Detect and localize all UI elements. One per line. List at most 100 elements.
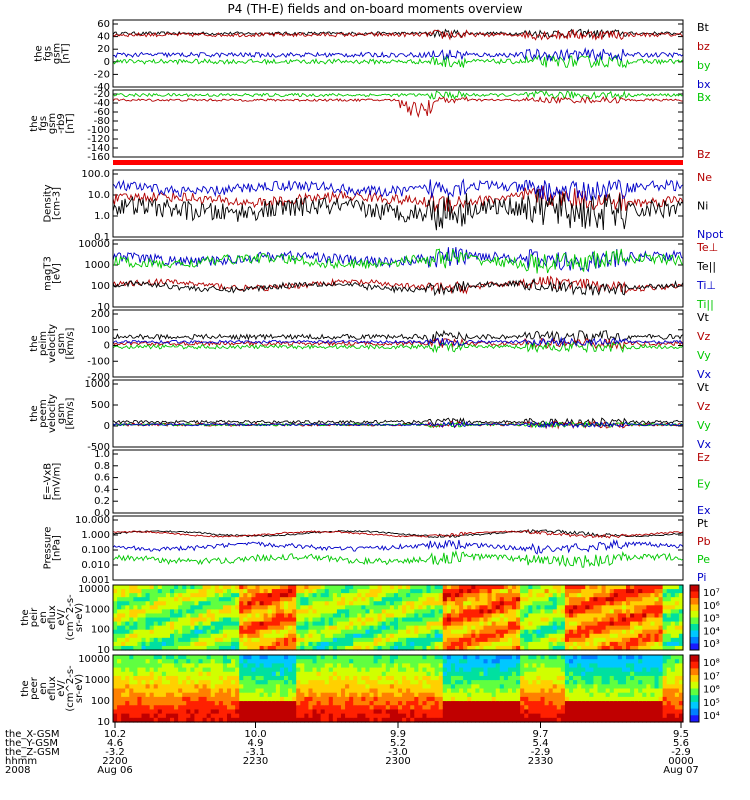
heatmap-cell bbox=[186, 713, 191, 719]
heatmap-cell bbox=[544, 675, 550, 681]
heatmap-cell bbox=[218, 663, 224, 669]
y-axis-label: (cm^2-s- bbox=[65, 594, 76, 641]
heatmap-cell bbox=[650, 629, 656, 635]
heatmap-cell bbox=[605, 585, 611, 590]
legend-label: Vx bbox=[697, 368, 712, 381]
heatmap-cell bbox=[255, 655, 261, 660]
heatmap-cell bbox=[467, 684, 472, 690]
heatmap-cell bbox=[426, 713, 432, 719]
heatmap-cell bbox=[222, 609, 228, 615]
heatmap-cell bbox=[638, 585, 643, 590]
heatmap-cell bbox=[267, 625, 273, 631]
y-tick-label: 1.0 bbox=[94, 211, 110, 222]
heatmap-cell bbox=[654, 597, 660, 602]
heatmap-cell bbox=[398, 601, 403, 606]
heatmap-cell bbox=[666, 617, 672, 623]
heatmap-cell bbox=[210, 701, 216, 706]
heatmap-cell bbox=[210, 585, 216, 590]
heatmap-cell bbox=[292, 713, 297, 719]
heatmap-cell bbox=[320, 605, 326, 610]
heatmap-cell bbox=[332, 613, 338, 619]
heatmap-cell bbox=[113, 641, 118, 647]
heatmap-cell bbox=[328, 659, 334, 664]
heatmap-cell bbox=[532, 705, 538, 711]
heatmap-cell bbox=[385, 617, 391, 623]
colorbar-segment bbox=[690, 601, 699, 605]
heatmap-cell bbox=[198, 705, 204, 711]
heatmap-cell bbox=[479, 585, 485, 590]
heatmap-cell bbox=[573, 597, 578, 602]
heatmap-cell bbox=[581, 680, 586, 685]
heatmap-cell bbox=[585, 613, 590, 619]
heatmap-cell bbox=[243, 663, 248, 669]
heatmap-cell bbox=[414, 629, 419, 635]
heatmap-cell bbox=[674, 593, 680, 598]
heatmap-cell bbox=[678, 609, 684, 615]
heatmap-cell bbox=[507, 621, 513, 627]
y-axis-label: gsm bbox=[52, 43, 63, 64]
heatmap-cell bbox=[479, 696, 485, 702]
y-axis-label: eflux bbox=[47, 676, 58, 701]
heatmap-cell bbox=[222, 601, 228, 606]
heatmap-cell bbox=[113, 617, 118, 623]
heatmap-cell bbox=[617, 688, 623, 694]
heatmap-cell bbox=[438, 659, 444, 664]
heatmap-cell bbox=[581, 617, 586, 623]
heatmap-cell bbox=[332, 617, 338, 623]
heatmap-cell bbox=[573, 617, 578, 623]
heatmap-cell bbox=[145, 637, 151, 643]
heatmap-cell bbox=[398, 605, 403, 610]
heatmap-cell bbox=[174, 701, 179, 706]
heatmap-cell bbox=[255, 601, 261, 606]
heatmap-cell bbox=[475, 717, 481, 723]
heatmap-cell bbox=[308, 637, 314, 643]
heatmap-cell bbox=[475, 633, 481, 639]
heatmap-cell bbox=[284, 671, 289, 677]
heatmap-cell bbox=[438, 589, 444, 594]
heatmap-cell bbox=[609, 597, 615, 602]
heatmap-cell bbox=[121, 692, 126, 698]
heatmap-cell bbox=[231, 667, 236, 673]
heatmap-cell bbox=[312, 667, 318, 673]
heatmap-cell bbox=[304, 645, 310, 651]
y-axis-label: E=-VxB bbox=[43, 463, 54, 500]
heatmap-cell bbox=[573, 601, 578, 606]
heatmap-cell bbox=[153, 641, 159, 647]
heatmap-cell bbox=[312, 709, 318, 715]
heatmap-cell bbox=[324, 688, 330, 694]
heatmap-cell bbox=[145, 696, 151, 702]
heatmap-cell bbox=[507, 709, 513, 715]
heatmap-cell bbox=[516, 688, 521, 694]
heatmap-cell bbox=[279, 680, 285, 685]
heatmap-cell bbox=[137, 625, 143, 631]
heatmap-cell bbox=[662, 613, 668, 619]
heatmap-cell bbox=[507, 625, 513, 631]
heatmap-cell bbox=[670, 613, 676, 619]
heatmap-cell bbox=[239, 659, 244, 664]
heatmap-cell bbox=[255, 688, 261, 694]
heatmap-cell bbox=[532, 609, 538, 615]
heatmap-cell bbox=[658, 684, 664, 690]
heatmap-cell bbox=[239, 621, 244, 627]
heatmap-cell bbox=[247, 692, 253, 698]
heatmap-cell bbox=[141, 671, 147, 677]
heatmap-cell bbox=[605, 633, 611, 639]
heatmap-cell bbox=[174, 688, 179, 694]
heatmap-cell bbox=[426, 696, 432, 702]
heatmap-cell bbox=[218, 621, 224, 627]
heatmap-cell bbox=[235, 605, 240, 610]
heatmap-cell bbox=[560, 709, 566, 715]
heatmap-cell bbox=[548, 659, 554, 664]
heatmap-cell bbox=[507, 675, 513, 681]
heatmap-cell bbox=[190, 617, 196, 623]
heatmap-cell bbox=[389, 713, 395, 719]
heatmap-cell bbox=[459, 675, 464, 681]
heatmap-cell bbox=[678, 633, 684, 639]
heatmap-cell bbox=[178, 675, 183, 681]
heatmap-cell bbox=[564, 692, 570, 698]
heatmap-cell bbox=[442, 709, 448, 715]
heatmap-cell bbox=[601, 633, 607, 639]
heatmap-cell bbox=[304, 675, 310, 681]
heatmap-cell bbox=[418, 696, 424, 702]
heatmap-cell bbox=[137, 684, 143, 690]
